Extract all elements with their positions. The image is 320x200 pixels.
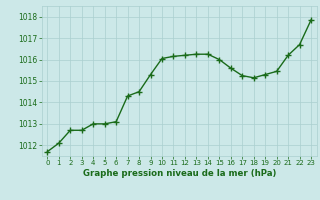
X-axis label: Graphe pression niveau de la mer (hPa): Graphe pression niveau de la mer (hPa) (83, 169, 276, 178)
